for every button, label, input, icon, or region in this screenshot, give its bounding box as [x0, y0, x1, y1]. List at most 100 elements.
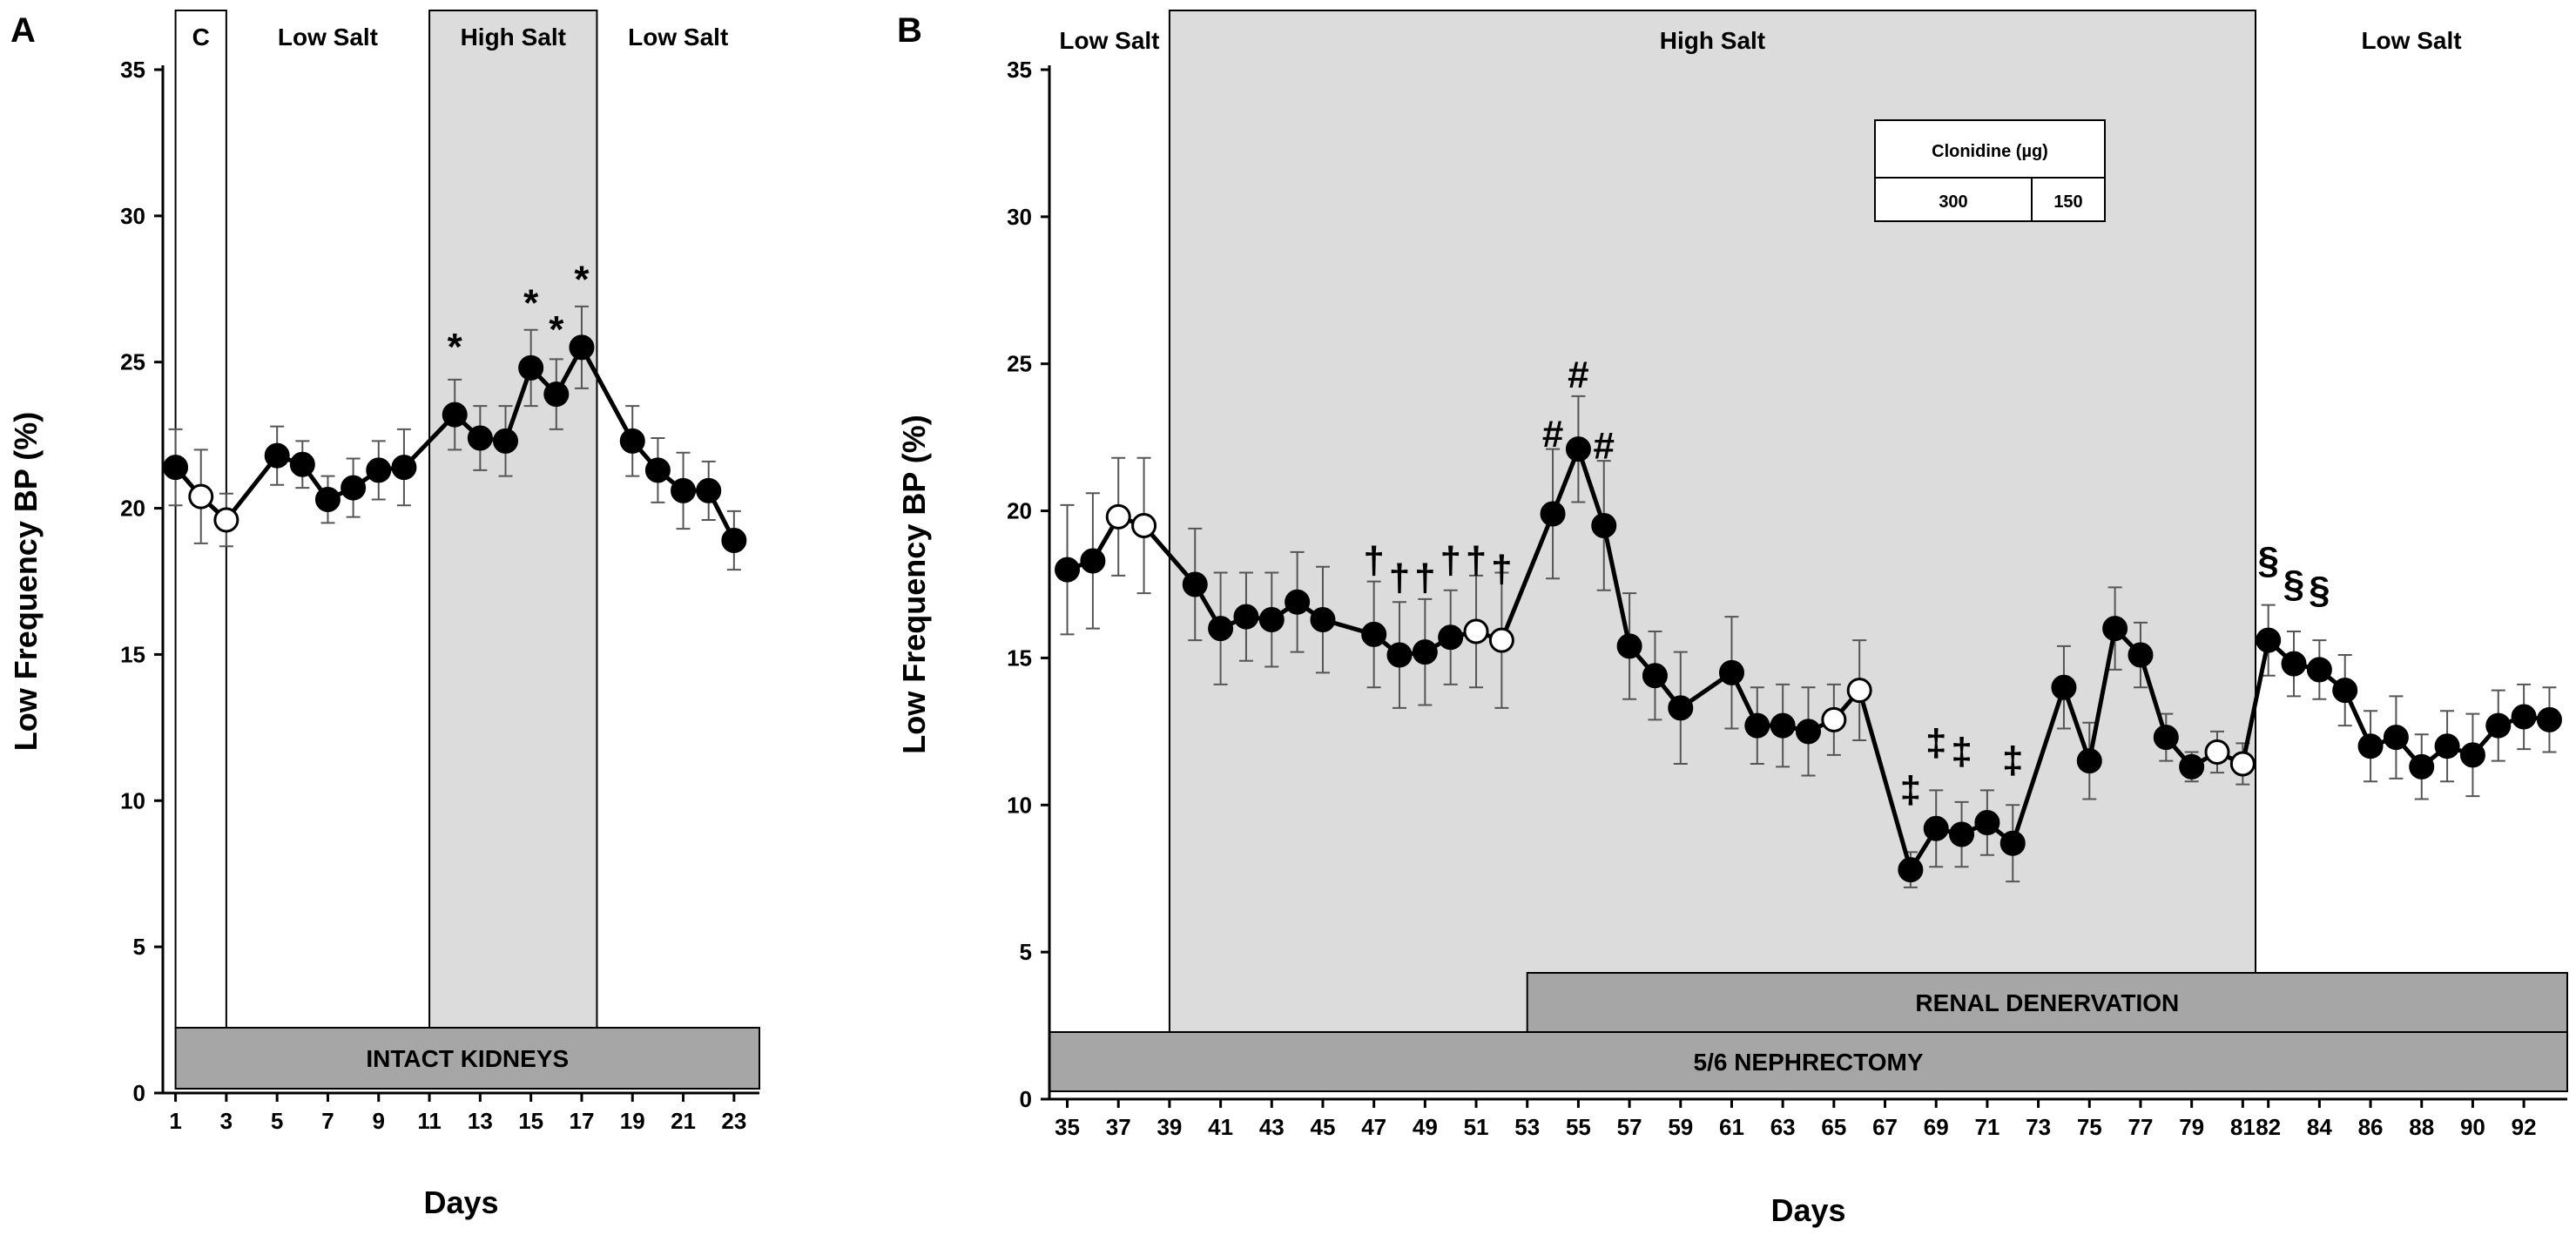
data-point	[2153, 725, 2179, 751]
x-axis-title: Days	[1770, 1192, 1845, 1228]
data-point	[569, 334, 595, 361]
data-point	[1055, 557, 1081, 583]
x-tick-label: 90	[2460, 1114, 2485, 1140]
x-tick-label: 9	[373, 1108, 385, 1134]
data-point	[1616, 633, 1642, 659]
data-point	[619, 428, 645, 454]
x-tick-label: 19	[620, 1108, 645, 1134]
significance-mark: ‡	[1900, 768, 1921, 811]
x-axis-title: Days	[423, 1184, 498, 1220]
region-label: High Salt	[461, 24, 566, 51]
y-tick-label: 15	[1007, 644, 1032, 671]
y-tick-label: 0	[133, 1080, 145, 1106]
data-point	[1258, 607, 1285, 633]
legend-title: Clonidine (µg)	[1932, 142, 2048, 161]
data-point	[264, 442, 290, 469]
data-point	[1565, 436, 1591, 462]
significance-mark: †	[1389, 557, 1410, 599]
data-point	[1999, 830, 2026, 856]
condition-bar-label: RENAL DENERVATION	[1915, 989, 2179, 1016]
x-tick-label: 7	[321, 1108, 334, 1134]
panel-letter: B	[897, 11, 922, 50]
x-tick-label: 61	[1719, 1114, 1744, 1140]
y-tick-label: 20	[120, 496, 145, 522]
data-point	[1821, 706, 1847, 732]
data-point	[2204, 739, 2230, 765]
legend-dose: 150	[2053, 192, 2082, 212]
x-tick-label: 63	[1770, 1114, 1796, 1140]
data-point	[1182, 571, 1208, 597]
y-axis-title: Low Frequency BP (%)	[896, 415, 932, 753]
data-point	[2409, 753, 2435, 779]
x-tick-label: 47	[1361, 1114, 1386, 1140]
region-label: Low Salt	[628, 24, 728, 51]
x-tick-label: 11	[417, 1108, 442, 1134]
data-point	[1105, 503, 1131, 530]
data-point	[2511, 704, 2537, 730]
data-point	[2306, 657, 2332, 683]
significance-mark: ‡	[1925, 721, 1946, 764]
condition-bar	[174, 1027, 760, 1090]
region-label: High Salt	[1660, 27, 1765, 54]
data-point	[2281, 651, 2307, 677]
data-point	[1438, 624, 1464, 651]
x-tick-label: 37	[1106, 1114, 1131, 1140]
x-tick-label: 69	[1924, 1114, 1949, 1140]
data-point	[2076, 748, 2102, 774]
y-tick-label: 35	[120, 57, 145, 83]
x-tick-label: 79	[2179, 1114, 2204, 1140]
significance-mark: *	[574, 259, 590, 301]
significance-mark: #	[1594, 424, 1615, 467]
data-point	[2434, 733, 2460, 759]
data-point	[1591, 512, 1617, 538]
data-point	[1898, 857, 1924, 883]
significance-mark: *	[448, 326, 463, 368]
x-tick-label: 71	[1974, 1114, 1999, 1140]
significance-mark: †	[1440, 539, 1460, 582]
data-point	[493, 428, 519, 454]
y-tick-label: 0	[1020, 1086, 1032, 1112]
x-tick-label: 67	[1872, 1114, 1898, 1140]
data-point	[644, 457, 671, 483]
treatment-region	[428, 10, 598, 1029]
data-point	[2332, 678, 2358, 704]
y-tick-label: 5	[133, 934, 145, 960]
x-tick-label: 1	[169, 1108, 181, 1134]
x-tick-label: 23	[721, 1108, 746, 1134]
data-point	[1642, 663, 1668, 689]
region-label: Low Salt	[278, 24, 378, 51]
x-tick-label: 5	[271, 1108, 283, 1134]
y-tick-label: 10	[1007, 792, 1032, 818]
data-point	[1386, 642, 1413, 668]
data-point	[1233, 604, 1259, 630]
x-tick-label: 92	[2512, 1114, 2537, 1140]
y-tick-label: 15	[120, 641, 145, 667]
significance-mark: #	[1568, 354, 1588, 396]
significance-mark: †	[1466, 539, 1487, 582]
data-point	[213, 507, 239, 533]
x-tick-label: 21	[671, 1108, 696, 1134]
data-point	[2128, 642, 2154, 668]
data-point	[1718, 659, 1744, 685]
x-tick-label: 49	[1413, 1114, 1438, 1140]
y-tick-label: 20	[1007, 498, 1032, 524]
data-point	[1668, 695, 1694, 721]
data-point	[2229, 751, 2256, 777]
data-point	[2383, 725, 2409, 751]
y-axis-title: Low Frequency BP (%)	[8, 412, 44, 751]
significance-mark: #	[1542, 413, 1563, 456]
data-point	[721, 528, 747, 553]
condition-bar	[1049, 1031, 2568, 1092]
significance-mark: §	[2309, 569, 2330, 611]
significance-mark: †	[1363, 539, 1384, 582]
significance-mark: ‡	[2002, 739, 2023, 782]
data-point	[1923, 815, 1949, 841]
data-point	[2485, 712, 2512, 739]
x-tick-label: 59	[1668, 1114, 1693, 1140]
y-tick-label: 30	[120, 203, 145, 229]
data-point	[1974, 810, 2000, 836]
x-tick-label: 3	[220, 1108, 233, 1134]
data-point	[1770, 712, 1796, 739]
x-tick-label: 15	[518, 1108, 543, 1134]
data-point	[2357, 733, 2384, 759]
